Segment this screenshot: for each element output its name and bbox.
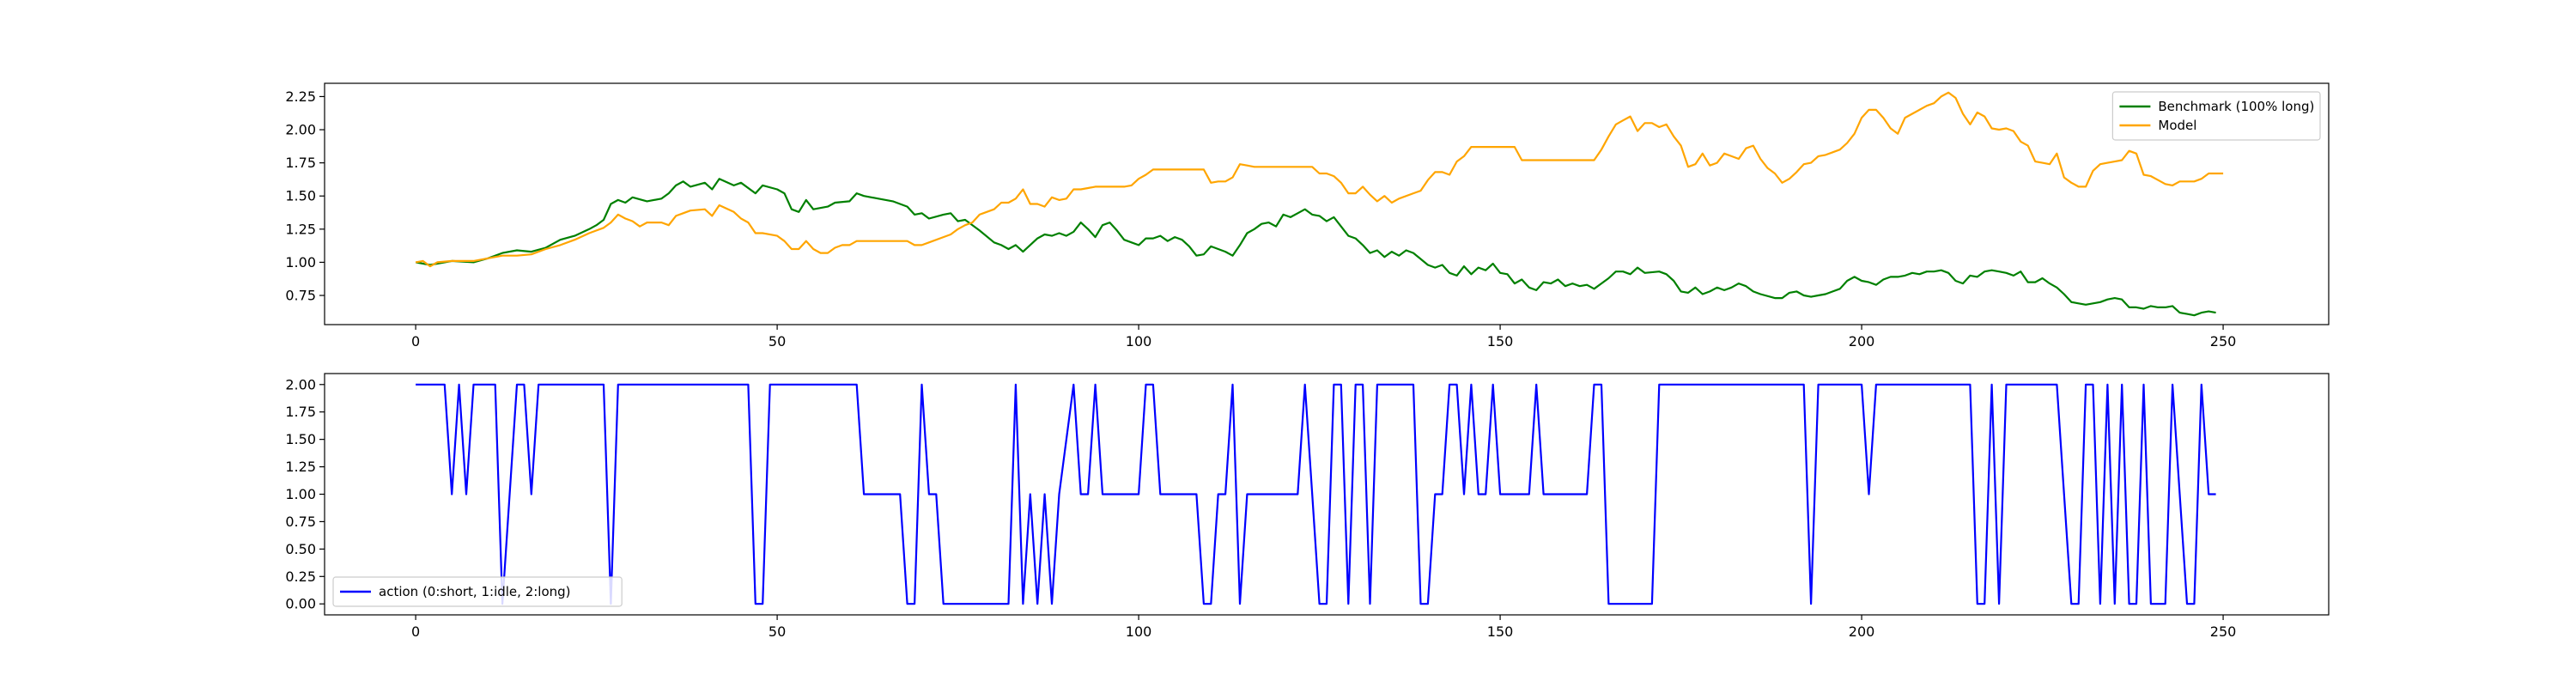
y-tick-label: 0.75 <box>285 514 316 530</box>
y-tick-label: 1.25 <box>285 459 316 475</box>
series-line-0-0 <box>415 178 2216 317</box>
x-tick-label: 200 <box>1849 333 1875 350</box>
x-tick-label: 200 <box>1849 623 1875 640</box>
x-tick-label: 50 <box>769 623 786 640</box>
x-tick-label: 50 <box>769 333 786 350</box>
y-tick-label: 0.75 <box>285 288 316 304</box>
y-tick-label: 1.50 <box>285 188 316 204</box>
legend-label: Model <box>2158 118 2196 133</box>
y-tick-label: 1.75 <box>285 404 316 420</box>
x-tick-label: 150 <box>1487 333 1514 350</box>
y-tick-label: 0.50 <box>285 541 316 557</box>
y-tick-label: 1.25 <box>285 221 316 237</box>
x-tick-label: 150 <box>1487 623 1514 640</box>
legend: Benchmark (100% long) Model <box>2111 91 2321 141</box>
top-chart-panel: 0 50 100 150 200 250 0.75 1.00 1.25 1.50 1.75 2.00 2… <box>285 82 2330 350</box>
y-tick-label: 1.00 <box>285 486 316 502</box>
x-tick-label: 100 <box>1126 623 1152 640</box>
x-tick-label: 100 <box>1126 333 1152 350</box>
y-tick-label: 0.00 <box>285 596 316 612</box>
y-tick-label: 2.00 <box>285 376 316 392</box>
series-line-0-1 <box>415 91 2224 268</box>
x-tick-label: 0 <box>411 623 420 640</box>
y-tick-label: 0.25 <box>285 568 316 585</box>
legend-label: Benchmark (100% long) <box>2158 99 2314 114</box>
axes-frame <box>324 82 2330 325</box>
legend-box <box>332 576 623 607</box>
y-tick-label: 1.75 <box>285 155 316 171</box>
y-tick-label: 1.00 <box>285 254 316 271</box>
legend: action (0:short, 1:idle, 2:long) <box>332 576 623 607</box>
legend-label: action (0:short, 1:idle, 2:long) <box>379 584 571 599</box>
y-tick-label: 2.25 <box>285 88 316 105</box>
x-tick-label: 0 <box>411 333 420 350</box>
bottom-chart-panel: 0 50 100 150 200 250 0.00 0.25 0.50 0.75 1.00 1.25 1… <box>285 373 2330 640</box>
series-line-1-0 <box>416 383 2216 605</box>
legend-box <box>2111 91 2321 141</box>
y-tick-label: 1.50 <box>285 431 316 447</box>
x-tick-label: 250 <box>2210 623 2237 640</box>
y-tick-label: 2.00 <box>285 122 316 138</box>
x-tick-label: 250 <box>2210 333 2237 350</box>
